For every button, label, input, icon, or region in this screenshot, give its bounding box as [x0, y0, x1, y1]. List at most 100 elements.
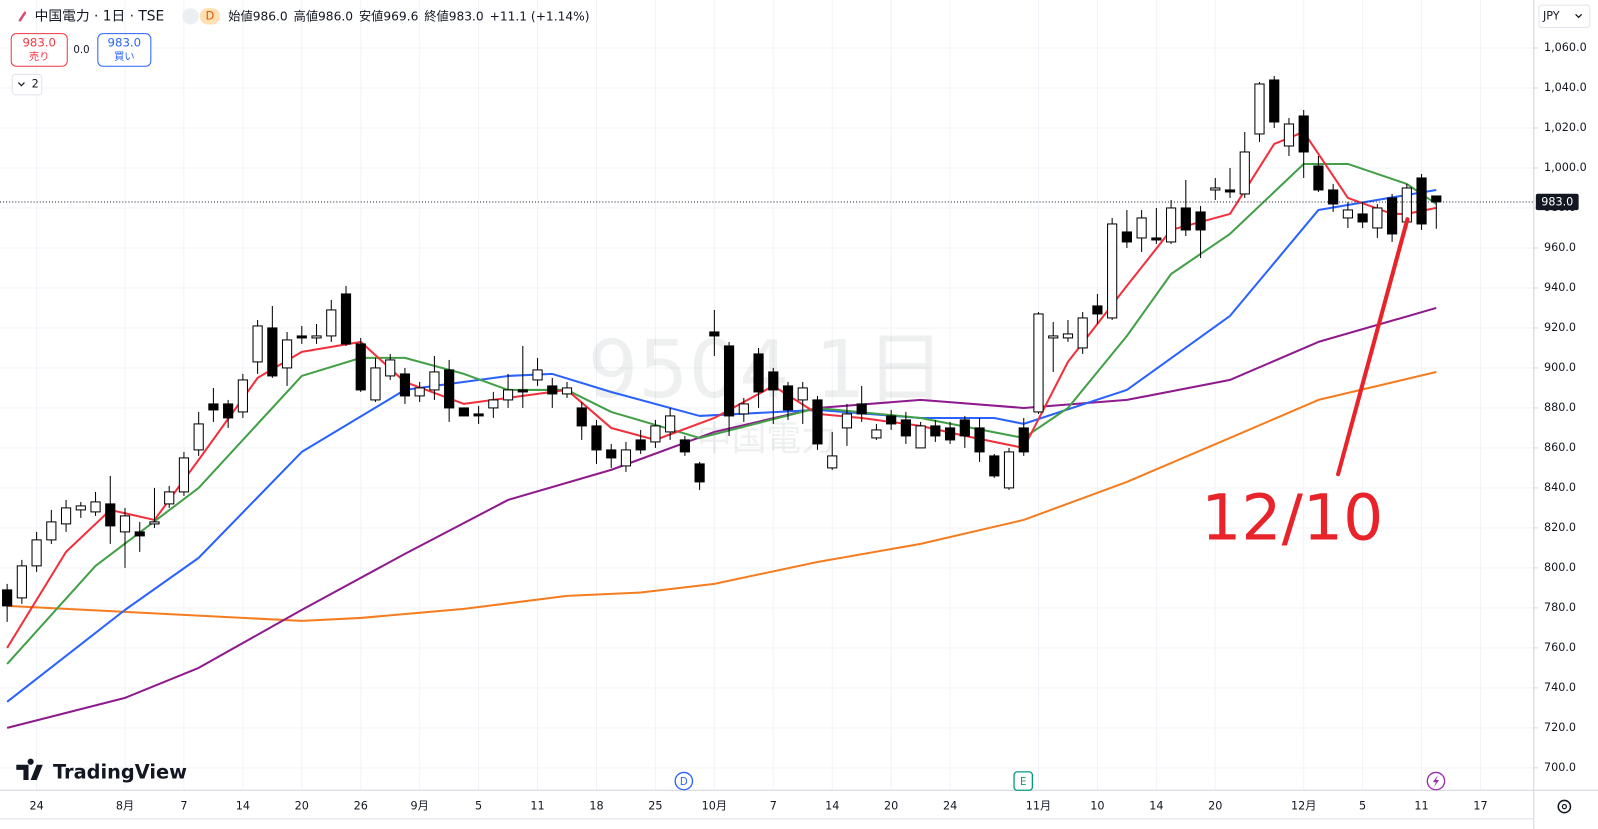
candle-body	[90, 501, 101, 513]
x-tick-label: 11	[1414, 800, 1428, 813]
buy-label[interactable]: 買い	[114, 51, 134, 63]
x-tick-label: 8月	[116, 800, 134, 813]
candle-body	[620, 449, 632, 467]
currency-chevron	[1575, 13, 1583, 19]
moving-average	[6, 306, 1437, 729]
candle-body	[561, 387, 573, 395]
spread: 0.0	[73, 45, 89, 56]
indicators-count[interactable]: 2	[32, 78, 39, 91]
candle-body	[1254, 83, 1265, 135]
candle-body	[1328, 189, 1339, 205]
candle-body	[709, 331, 720, 337]
candle-body	[311, 335, 322, 339]
buy-button[interactable]	[97, 33, 152, 67]
x-tick-label: 26	[354, 800, 368, 813]
quote-label: 安値	[359, 8, 383, 23]
candle-body	[591, 425, 602, 451]
x-tick-label: 5	[475, 800, 482, 813]
sell-price[interactable]: 983.0	[22, 35, 56, 49]
candle-body	[797, 387, 808, 401]
candle-body	[1372, 207, 1383, 229]
moving-average	[6, 188, 1437, 703]
candle-body	[694, 463, 705, 483]
x-tick-label: 20	[1208, 800, 1222, 813]
quote-value: 986.0	[318, 9, 353, 23]
x-tick-label: 20	[295, 800, 309, 813]
buy-price[interactable]: 983.0	[108, 35, 142, 49]
y-tick-label: 960.0	[1544, 241, 1576, 254]
candle-body	[738, 403, 749, 415]
candle-body	[60, 507, 72, 525]
x-tick-label: 20	[884, 800, 898, 813]
event-earnings[interactable]	[1013, 771, 1034, 791]
candle-body	[208, 403, 219, 411]
sell-label[interactable]: 売り	[29, 50, 49, 63]
candle-body	[768, 371, 779, 391]
symbol-title[interactable]: 中国電力 · 1日 · TSE	[35, 8, 165, 24]
candle-body	[1003, 451, 1015, 489]
annotation-arrow	[1336, 217, 1410, 477]
candle-body	[974, 427, 985, 453]
x-tick-label: 24	[943, 800, 957, 813]
candle-body	[1077, 317, 1088, 349]
candle-body	[650, 425, 661, 443]
currency-button[interactable]	[1538, 4, 1591, 29]
candle-body	[989, 455, 1000, 477]
candle-body	[178, 457, 190, 493]
candle-body	[473, 413, 484, 417]
y-tick-label: 760.0	[1544, 641, 1576, 654]
candle-body	[547, 385, 558, 395]
event-earnings-label[interactable]: E	[1020, 777, 1026, 788]
indicators-toggle[interactable]	[11, 73, 43, 96]
y-tick-label: 720.0	[1544, 721, 1576, 734]
grid	[0, 0, 1534, 791]
candle-body	[193, 423, 204, 451]
x-tick-label: 10月	[702, 800, 727, 813]
settings-button[interactable]	[1557, 799, 1572, 814]
y-tick-label: 1,060.0	[1544, 41, 1587, 54]
moving-average	[6, 162, 1437, 665]
candle-body	[502, 389, 514, 401]
event-dividend-label[interactable]: D	[680, 777, 688, 788]
candle-body	[944, 427, 956, 441]
candle-body	[1298, 115, 1309, 153]
interval: D	[206, 9, 215, 22]
y-tick-label: 1,000.0	[1544, 161, 1587, 174]
candle-body	[827, 455, 838, 469]
candle-body	[1269, 79, 1280, 123]
candle-body	[871, 429, 882, 439]
quote-label: 始値	[228, 8, 252, 23]
event-dividend[interactable]	[674, 771, 694, 791]
y-tick-label: 820.0	[1544, 521, 1576, 534]
candle-body	[1313, 165, 1324, 191]
y-tick-label: 880.0	[1544, 401, 1576, 414]
candle-body	[915, 425, 926, 449]
sell-button[interactable]	[10, 33, 68, 67]
quote-label: 高値	[294, 8, 318, 23]
x-tick-label: 11月	[1026, 800, 1051, 813]
candle-body	[1195, 211, 1206, 231]
x-tick-label: 7	[770, 800, 777, 813]
quote-value: 983.0	[449, 9, 484, 23]
last-price-tag	[1535, 193, 1579, 211]
candle-body	[296, 335, 307, 339]
axis-labels: 700.0720.0740.0760.0780.0800.0820.0840.0…	[29, 41, 1586, 813]
currency[interactable]: JPY	[1542, 9, 1560, 22]
x-tick-label: 14	[825, 800, 839, 813]
candle-body	[576, 407, 587, 427]
candle-body	[252, 325, 263, 363]
quote-value: 969.6	[383, 9, 418, 23]
quote-value: 986.0	[253, 9, 288, 23]
y-tick-label: 1,040.0	[1544, 81, 1587, 94]
candle-body	[2, 589, 13, 607]
x-tick-label: 10	[1090, 800, 1104, 813]
candle-body	[1107, 223, 1118, 319]
candle-body	[959, 419, 970, 437]
x-tick-label: 11	[530, 800, 544, 813]
candle-body	[1165, 207, 1177, 243]
candle-body	[856, 403, 867, 415]
x-tick-label: 7	[180, 800, 187, 813]
y-tick-label: 740.0	[1544, 681, 1576, 694]
candle-body	[164, 491, 175, 505]
